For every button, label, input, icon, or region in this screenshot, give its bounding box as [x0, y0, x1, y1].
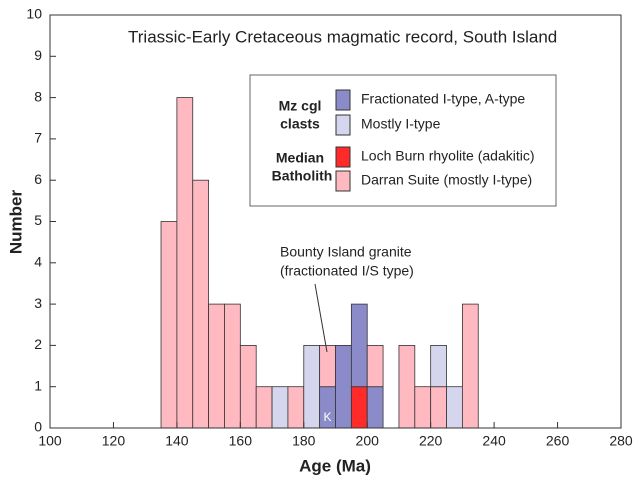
bar: [461, 303, 479, 429]
x-tick-label: 120: [102, 433, 126, 449]
x-tick-label: 160: [229, 433, 253, 449]
y-tick-label: 2: [34, 336, 42, 352]
y-tick-label: 8: [34, 88, 42, 104]
annotation: K: [324, 410, 332, 424]
x-tick-label: 260: [546, 433, 570, 449]
x-tick-label: 140: [165, 433, 189, 449]
bar: [350, 303, 368, 388]
legend-swatch: [335, 114, 351, 136]
bar: [303, 344, 321, 429]
chart-title: Triassic-Early Cretaceous magmatic recor…: [128, 27, 557, 46]
x-tick-label: 180: [292, 433, 316, 449]
bar: [430, 344, 447, 388]
y-tick-label: 4: [34, 254, 42, 270]
legend-group-label: clasts: [280, 116, 320, 132]
y-tick-label: 3: [34, 295, 42, 311]
y-tick-label: 7: [34, 130, 42, 146]
x-tick-label: 220: [419, 433, 443, 449]
bar: [446, 386, 463, 429]
legend-label: Loch Burn rhyolite (adakitic): [361, 148, 535, 164]
bar: [430, 386, 447, 429]
bar: [239, 344, 257, 429]
bar: [366, 344, 384, 388]
x-tick-label: 280: [609, 433, 633, 449]
annotation-pointer: [314, 283, 328, 353]
bar: [224, 303, 241, 429]
x-axis-title: Age (Ma): [299, 456, 371, 475]
legend-swatch: [335, 89, 351, 111]
legend-label: Darran Suite (mostly I-type): [361, 172, 532, 188]
x-tick-label: 240: [482, 433, 506, 449]
bar: [271, 386, 289, 429]
bar: [398, 344, 416, 429]
y-tick-label: 10: [26, 6, 42, 22]
x-tick-label: 100: [38, 433, 62, 449]
bar: [366, 386, 384, 429]
y-tick-label: 5: [34, 212, 42, 228]
legend-box: [249, 74, 557, 207]
legend-group-label: Batholith: [272, 168, 333, 184]
y-tick-label: 0: [34, 419, 42, 435]
bar: [160, 221, 178, 429]
legend-swatch: [335, 170, 351, 192]
legend-label: Mostly I-type: [361, 116, 441, 132]
bar: [208, 303, 225, 429]
x-tick-label: 200: [356, 433, 380, 449]
legend-group-label: Median: [276, 150, 324, 166]
bar: [192, 179, 210, 429]
annotation: (fractionated I/S type): [280, 263, 414, 279]
annotation: Bounty Island granite: [280, 244, 412, 260]
y-tick-label: 1: [34, 377, 42, 393]
y-tick-label: 9: [34, 47, 42, 63]
y-tick-label: 6: [34, 171, 42, 187]
bar: [319, 344, 336, 388]
bar: [255, 386, 273, 429]
bar: [350, 386, 368, 429]
bar: [335, 344, 352, 429]
legend-label: Fractionated I-type, A-type: [361, 91, 525, 107]
legend-group-label: Mz cgl: [279, 98, 322, 114]
y-axis-title: Number: [6, 190, 25, 255]
legend-swatch: [335, 146, 351, 168]
bar: [287, 386, 305, 429]
bar: [176, 97, 194, 429]
bar: [414, 386, 432, 429]
